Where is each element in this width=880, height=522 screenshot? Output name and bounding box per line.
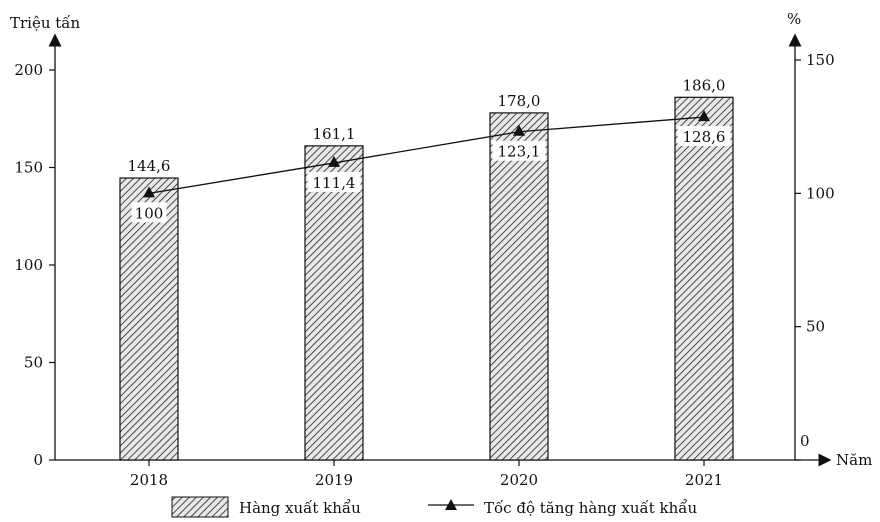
right-ticks: 0 50 100 150 (795, 51, 835, 461)
line-label-background (677, 126, 731, 147)
bar (119, 177, 179, 461)
right-tick-label: 50 (806, 318, 825, 336)
bar (489, 112, 549, 461)
series-line (148, 116, 705, 194)
legend: Hàng xuất khẩu Tốc độ tăng hàng xuất khẩ… (171, 496, 697, 518)
line-series: 100 111,4 123,1 128,6 (131, 110, 731, 223)
line-point-marker (698, 110, 710, 122)
line-label-background (131, 202, 167, 223)
x-tick-label: 2019 (315, 471, 353, 489)
bar-value-label: 144,6 (128, 157, 171, 175)
line-point-marker (328, 155, 340, 167)
right-tick-label: 100 (806, 184, 835, 202)
right-axis-title: % (787, 10, 801, 28)
x-tick-label: 2018 (130, 471, 168, 489)
bar (304, 145, 364, 461)
line-point-marker (143, 186, 155, 198)
legend-bar-label: Hàng xuất khẩu (239, 499, 361, 517)
line-value-label: 123,1 (498, 143, 541, 161)
line-point-marker (513, 124, 525, 136)
left-tick-label: 50 (24, 354, 43, 372)
left-tick-label: 0 (33, 451, 43, 469)
legend-bar-swatch (171, 496, 229, 518)
line-value-label: 128,6 (683, 128, 726, 146)
legend-line-label: Tốc độ tăng hàng xuất khẩu (484, 499, 697, 517)
line-label-background (307, 171, 361, 192)
left-tick-label: 200 (14, 61, 43, 79)
right-tick-label: 150 (806, 51, 835, 69)
line-label-background (492, 140, 546, 161)
left-axis-title: Triệu tấn (10, 14, 80, 32)
bar-value-label: 178,0 (498, 92, 541, 110)
bar (674, 96, 734, 461)
bar-value-label: 161,1 (313, 125, 356, 143)
left-ticks: 0 50 100 150 200 (14, 61, 55, 469)
line-value-label: 100 (135, 204, 164, 222)
x-ticks: 2018 2019 2020 2021 (130, 460, 723, 489)
legend-triangle-marker (445, 499, 457, 510)
x-tick-label: 2020 (500, 471, 538, 489)
left-tick-label: 150 (14, 159, 43, 177)
left-tick-label: 100 (14, 256, 43, 274)
right-tick-label: 0 (800, 432, 810, 450)
x-axis-title: Năm (836, 451, 872, 469)
line-value-label: 111,4 (313, 174, 356, 192)
bars: 144,6 161,1 178,0 186,0 (119, 76, 734, 461)
x-tick-label: 2021 (685, 471, 723, 489)
bar-value-label: 186,0 (683, 76, 726, 94)
